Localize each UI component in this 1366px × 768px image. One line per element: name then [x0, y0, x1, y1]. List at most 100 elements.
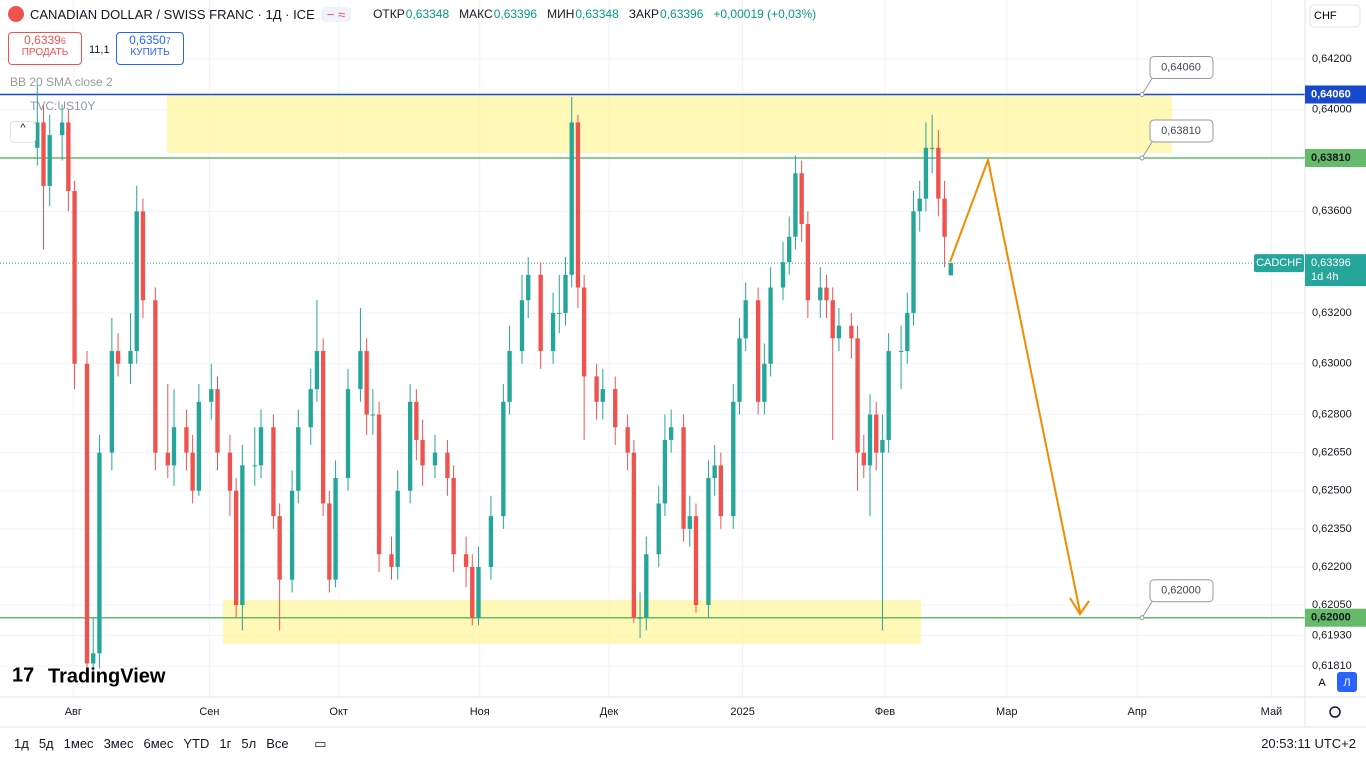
stat: МИН0,63348: [547, 7, 623, 21]
candle-body: [277, 516, 282, 580]
candle-body: [706, 478, 711, 606]
candle-body: [880, 439, 885, 453]
range[interactable]: 6мес: [143, 736, 174, 751]
callout-connector: [1141, 78, 1153, 95]
spread: 11,1: [89, 44, 110, 56]
callout-box: [1149, 579, 1214, 603]
candle-body: [849, 325, 854, 339]
candle-body: [451, 478, 456, 555]
candle-body: [762, 363, 767, 402]
log-label: Л: [1343, 677, 1350, 689]
callout-connector: [1141, 141, 1153, 159]
stat: ЗАКР0,63396: [629, 7, 708, 21]
candle-body: [929, 147, 935, 149]
stat-label: МАКС: [459, 7, 493, 21]
candle-body: [153, 300, 158, 453]
level-axis-label: 0,62000: [1311, 612, 1351, 624]
level-axis-box: [1305, 608, 1366, 627]
stat: ОТКР0,63348: [373, 7, 453, 21]
candle-body: [389, 554, 394, 567]
candle-body: [171, 427, 177, 466]
last-price-box: [1305, 254, 1366, 287]
candle-body: [308, 389, 313, 428]
candle-body: [644, 554, 649, 618]
indicator[interactable]: BB 20 SMA close 2: [10, 75, 113, 89]
candle-body: [41, 122, 46, 186]
y-tick-label: 0,62050: [1312, 599, 1352, 611]
countdown-label: 1d 4h: [1311, 271, 1339, 283]
x-tick-label: Апр: [1128, 706, 1147, 718]
y-tick-label: 0,62200: [1312, 561, 1352, 573]
candle-body: [240, 465, 245, 606]
x-tick-label: Дек: [600, 706, 619, 718]
callout-box: [1149, 119, 1214, 143]
candle-body: [233, 490, 239, 606]
candle-body: [72, 191, 77, 364]
candle-body: [134, 211, 139, 352]
candle-body: [743, 300, 748, 339]
candle-body: [861, 452, 866, 466]
currency-button[interactable]: [1309, 4, 1361, 28]
y-tick-label: 0,62800: [1312, 408, 1352, 420]
candle-body: [898, 351, 904, 353]
range[interactable]: 1г: [219, 736, 232, 751]
candle-body: [407, 401, 413, 491]
x-tick-label: Авг: [65, 706, 82, 718]
x-tick-label: Май: [1261, 706, 1283, 718]
stat-label: МИН: [547, 7, 575, 21]
candle-body: [227, 452, 233, 491]
buy-button[interactable]: 0,63507 КУПИТЬ: [116, 32, 184, 65]
candle-body: [59, 122, 65, 136]
candle-body: [874, 414, 879, 453]
candle-body: [215, 389, 220, 453]
candle-body: [289, 490, 295, 580]
candle-body: [140, 211, 146, 301]
range[interactable]: Все: [266, 736, 289, 751]
level-axis-box: [1305, 85, 1366, 104]
range[interactable]: YTD: [183, 736, 210, 751]
axes: 0,64200 0,64000 0,63600 0,63200 0,63000 0,628…: [65, 53, 1366, 718]
indicator[interactable]: TVC:US10Y: [30, 99, 96, 113]
stat: МАКС0,63396: [459, 7, 541, 21]
candle-body: [780, 262, 786, 288]
callout-connector: [1141, 601, 1153, 619]
symbol-label: CADCHF: [1256, 257, 1302, 269]
candle-body: [687, 516, 692, 529]
ranges: 1д 5д 1мес 3мес 6мес YTD 1г 5л Все ▭: [4, 736, 327, 752]
date-range-icon[interactable]: ▭: [314, 736, 327, 751]
candle-body: [432, 452, 438, 466]
buy-pip: 7: [165, 36, 171, 46]
candle-body: [196, 401, 202, 491]
settings-icon[interactable]: [1329, 706, 1341, 718]
candle-body: [818, 287, 823, 301]
range[interactable]: 1д: [14, 736, 29, 751]
level-axis-box: [1305, 148, 1366, 167]
candle-body: [526, 274, 531, 301]
candle-body: [581, 287, 587, 377]
level-axis-label: 0,63810: [1311, 152, 1351, 164]
stat-label: ОТКР: [373, 7, 405, 21]
collapse-button[interactable]: ^: [10, 121, 36, 143]
candle-body: [488, 516, 494, 567]
symbol-icon: [8, 6, 24, 22]
auto-button[interactable]: [1313, 672, 1332, 692]
range[interactable]: 1мес: [63, 736, 94, 751]
candle-body: [420, 439, 425, 466]
x-tick-label: Окт: [329, 706, 348, 718]
range[interactable]: 5д: [38, 736, 54, 751]
candle-body: [209, 389, 214, 402]
y-tick-label: 0,61810: [1312, 660, 1352, 672]
log-button[interactable]: [1337, 672, 1357, 692]
sell-button[interactable]: 0,63396 ПРОДАТЬ: [8, 32, 82, 65]
candle-body: [358, 351, 363, 390]
range[interactable]: 3мес: [103, 736, 134, 751]
candle-body: [563, 274, 568, 313]
candle-body: [538, 274, 543, 352]
level-axis-label: 0,64060: [1311, 88, 1351, 100]
candle-body: [799, 173, 804, 225]
candle-body: [463, 554, 469, 567]
candle-body: [731, 401, 736, 517]
candle-body: [115, 351, 121, 364]
range[interactable]: 5л: [241, 736, 257, 751]
